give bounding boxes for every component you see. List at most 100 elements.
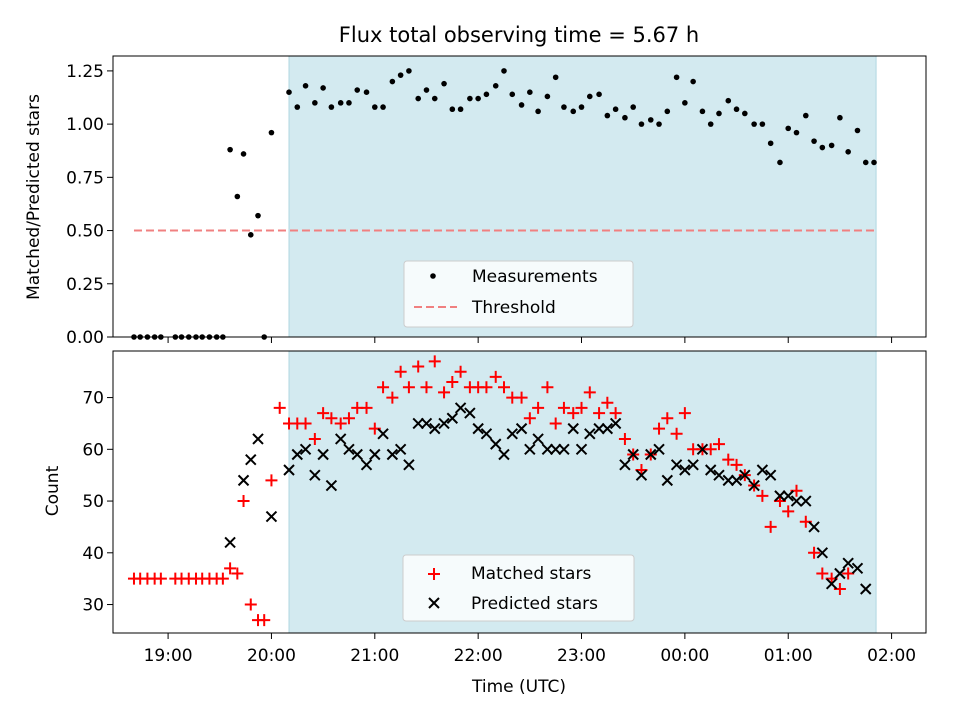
predicted-star-point: [601, 422, 614, 435]
x-tick-label: 19:00: [144, 646, 193, 666]
matched-star-point: [532, 401, 545, 414]
matched-star-point: [593, 407, 606, 420]
measurement-point: [234, 193, 241, 200]
measurement-point: [227, 146, 233, 153]
bottom-axes-frame: [112, 350, 927, 634]
measurement-point: [845, 148, 851, 155]
matched-star-point: [446, 376, 459, 389]
y-tick-label: 1.25: [66, 62, 104, 82]
measurement-point: [837, 114, 843, 121]
measurement-point: [664, 108, 671, 115]
matched-star-point: [583, 386, 596, 399]
measurement-point: [527, 89, 533, 95]
measurement-point: [759, 121, 766, 127]
predicted-star-point: [515, 422, 528, 435]
matched-star-point: [299, 417, 312, 430]
predicted-star-point: [825, 578, 838, 590]
matched-star-point: [342, 412, 355, 425]
measurement-point: [372, 104, 378, 110]
matched-star-point: [670, 427, 683, 440]
predicted-star-point: [386, 448, 399, 461]
matched-star-point: [258, 614, 271, 627]
matched-star-point: [609, 407, 622, 420]
top-x-axis-ticks: [167, 337, 893, 343]
predicted-star-point: [842, 557, 854, 569]
matched-star-point: [480, 381, 493, 394]
predicted-star-point: [619, 459, 631, 471]
predicted-star-point: [283, 464, 295, 476]
predicted-star-point: [851, 562, 864, 575]
y-tick-label: 60: [82, 440, 104, 460]
measurement-point: [578, 104, 585, 110]
measurement-point: [802, 112, 809, 119]
measurement-point: [467, 95, 473, 102]
measurement-point: [389, 78, 396, 85]
top-legend-box: [403, 260, 634, 328]
predicted-star-point: [816, 547, 829, 559]
measurement-point: [561, 104, 567, 110]
measurement-point: [475, 95, 481, 102]
measurement-point: [406, 68, 412, 74]
measurement-point: [354, 87, 361, 93]
predicted-star-point: [420, 417, 433, 430]
predicted-star-point: [653, 443, 665, 456]
measurement-point: [673, 74, 680, 81]
predicted-star-point: [584, 428, 596, 440]
measurement-point: [742, 110, 748, 117]
predicted-star-point: [506, 428, 518, 440]
matched-star-point: [325, 412, 338, 425]
measurement-point: [302, 83, 309, 89]
y-tick-label: 0.75: [66, 168, 104, 188]
predicted-star-point: [265, 510, 278, 523]
predicted-star-point: [609, 417, 622, 430]
y-tick-label: 0.50: [66, 222, 104, 242]
predicted-star-point: [661, 474, 674, 487]
measurement-point: [682, 100, 688, 106]
measurement-point: [501, 68, 507, 74]
measurement-point: [363, 89, 370, 95]
measurement-point: [785, 125, 792, 132]
predicted-star-point: [593, 422, 605, 435]
matched-star-point: [420, 381, 433, 394]
predicted-star-point: [245, 453, 257, 466]
measurement-point: [699, 108, 706, 115]
y-tick-label: 50: [82, 492, 104, 512]
matched-star-point: [377, 381, 390, 394]
x-tick-label: 20:00: [247, 646, 296, 666]
measurement-point: [441, 80, 447, 87]
measurement-point: [397, 72, 404, 78]
measurement-point: [596, 91, 602, 98]
measurement-point: [854, 127, 861, 134]
predicted-star-point: [291, 448, 303, 461]
predicted-star-point: [299, 443, 312, 456]
predicted-star-point: [722, 474, 734, 487]
measurement-point: [449, 106, 456, 113]
matched-star-point: [489, 370, 502, 383]
predicted-star-point: [454, 402, 467, 414]
matched-star-point: [317, 407, 330, 420]
measurement-point: [819, 144, 826, 151]
predicted-star-point: [860, 583, 872, 595]
measurement-point: [733, 106, 740, 113]
measurement-point: [725, 97, 732, 104]
predicted-star-point: [705, 464, 717, 476]
bottom-y-axis-label: Count: [43, 465, 63, 516]
predicted-star-point: [524, 443, 536, 456]
predicted-star-point: [377, 428, 389, 440]
predicted-star-point: [748, 479, 760, 492]
measurement-point: [328, 104, 335, 110]
y-tick-label: 0.25: [66, 275, 104, 295]
measurement-point: [751, 121, 757, 127]
matched-star-point: [764, 520, 777, 533]
y-tick-label: 40: [82, 544, 104, 564]
predicted-star-point: [549, 443, 562, 456]
top-panel: 0.00 0.25 0.50 0.75 1.00 1.25 Flux total obse…: [24, 23, 927, 348]
x-tick-label: 01:00: [764, 646, 813, 666]
matched-star-point: [438, 386, 451, 399]
predicted-star-point: [237, 474, 250, 487]
x-tick-label: 02:00: [867, 646, 916, 666]
predicted-star-point: [756, 464, 769, 476]
measurement-point: [690, 78, 696, 85]
matched-star-point: [402, 381, 415, 394]
measurement-point: [862, 159, 869, 166]
